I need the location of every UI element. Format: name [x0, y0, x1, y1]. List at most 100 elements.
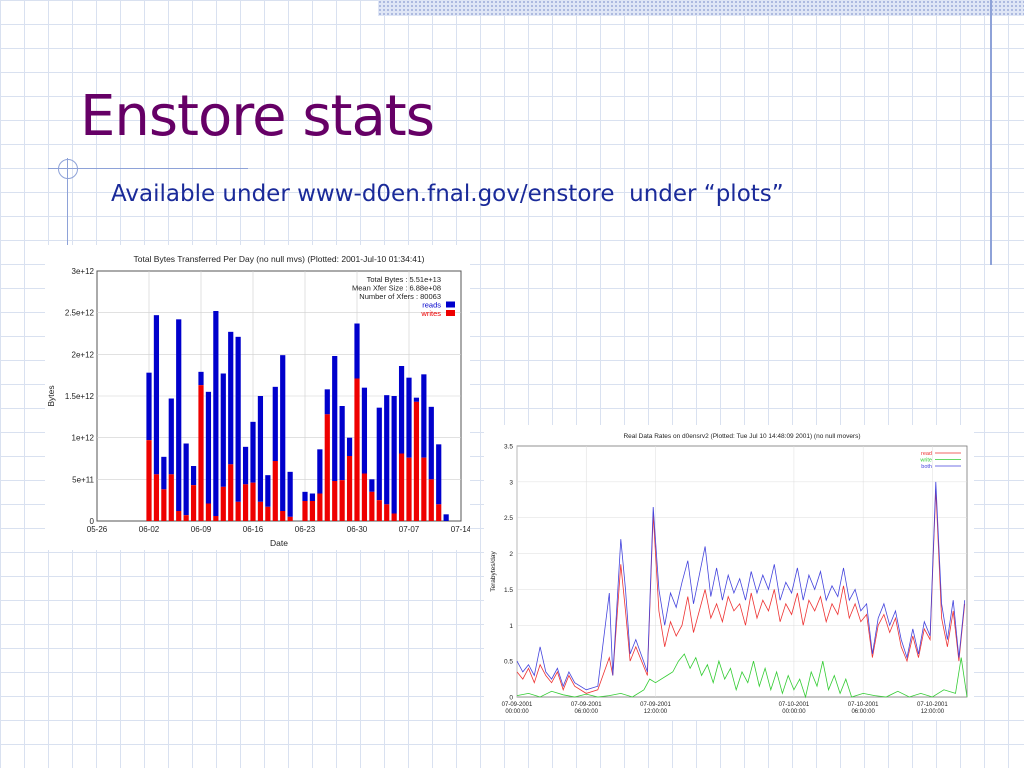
- chart2-legend-label: read: [921, 451, 932, 457]
- top-decorative-band: [378, 0, 1024, 16]
- chart1-bar-writes: [161, 489, 167, 521]
- chart1-bar-writes: [183, 515, 189, 521]
- chart1-x-tick-label: 06-23: [295, 525, 316, 534]
- chart1-x-tick-label: 06-09: [191, 525, 212, 534]
- chart2-x-tick-date: 07-10-2001: [779, 702, 810, 708]
- chart1-legend-label: writes: [420, 309, 441, 318]
- chart1-bar-writes: [153, 474, 160, 521]
- chart1-bar-writes: [428, 479, 434, 521]
- chart1-bar-writes: [198, 385, 204, 521]
- chart1-bar-writes: [220, 486, 226, 521]
- chart1-bar-writes: [339, 480, 345, 521]
- chart1-x-tick-label: 06-30: [347, 525, 368, 534]
- chart2-legend-label: both: [921, 464, 932, 470]
- chart2-x-tick-time: 00:00:00: [505, 709, 529, 715]
- chart1-bar-reads: [421, 374, 427, 458]
- chart1-bar-reads: [391, 396, 397, 514]
- chart1-bar-writes: [168, 474, 174, 521]
- chart1-legend-swatch: [446, 301, 455, 308]
- chart2-x-tick-time: 00:00:00: [782, 709, 806, 715]
- chart1-bar-reads: [436, 444, 442, 505]
- chart1-bar-reads: [332, 356, 338, 481]
- chart2-y-tick-label: 1: [509, 623, 513, 630]
- chart1-bar-reads: [250, 421, 256, 483]
- chart2-y-tick-label: 1.5: [504, 587, 513, 594]
- chart2-x-tick-date: 07-09-2001: [571, 702, 602, 708]
- chart1-stat-line: Mean Xfer Size : 6.88e+08: [352, 284, 441, 293]
- chart1-bar-writes: [346, 456, 353, 521]
- chart1-bar-reads: [168, 398, 174, 475]
- chart1-bar-reads: [413, 397, 420, 402]
- chart2-y-tick-label: 0: [509, 695, 513, 702]
- chart2-y-tick-label: 2: [509, 551, 513, 558]
- chart1-bar-reads: [354, 323, 360, 379]
- chart2-plot-frame: [516, 445, 968, 698]
- chart1-bar-writes: [146, 440, 152, 521]
- chart1-y-tick-label: 0: [90, 517, 95, 526]
- chart1-bar-reads: [406, 377, 412, 458]
- chart1-x-tick-label: 07-07: [399, 525, 420, 534]
- chart1-bar-writes: [369, 491, 375, 521]
- accent-vertical-line: [67, 158, 68, 246]
- slide-subtitle: Available under www-d0en.fnal.gov/enstor…: [111, 181, 784, 207]
- chart2-title: Real Data Rates on d0ensrv2 (Plotted: Tu…: [623, 433, 860, 440]
- chart1-x-tick-label: 05-26: [87, 525, 108, 534]
- crosshair-circle: [58, 159, 78, 179]
- chart1-bar-writes: [324, 414, 330, 521]
- chart1-bar-reads: [369, 479, 375, 492]
- right-accent-line: [990, 0, 992, 265]
- chart1-bar-writes: [205, 503, 212, 521]
- chart1-bar-writes: [176, 511, 182, 521]
- chart1-bar-reads: [376, 407, 382, 501]
- chart1-x-tick-label: 07-14: [451, 525, 470, 534]
- chart1-bar-reads: [190, 466, 197, 486]
- chart1-bar-reads: [280, 355, 286, 511]
- chart2-x-tick-date: 07-10-2001: [848, 702, 879, 708]
- chart1-stat-line: Total Bytes : 5.51e+13: [367, 275, 441, 284]
- chart1-y-axis-label: Bytes: [46, 385, 56, 406]
- chart1-bar-reads: [220, 373, 226, 487]
- chart2-line-both: [516, 481, 966, 691]
- chart1-bar-writes: [242, 484, 249, 521]
- chart1-bar-reads: [235, 336, 241, 502]
- chart1-bar-reads: [183, 443, 189, 516]
- chart1-bar-writes: [302, 501, 308, 521]
- chart1-bar-reads: [346, 437, 353, 456]
- title-underline: [48, 168, 248, 169]
- chart2-x-tick-time: 06:00:00: [575, 709, 599, 715]
- chart1-bar-writes: [287, 516, 293, 521]
- chart1-bar-reads: [428, 406, 434, 480]
- chart1-bar-writes: [398, 453, 405, 521]
- chart1-bar-reads: [361, 387, 368, 474]
- chart1-bar-reads: [324, 389, 330, 415]
- chart1-bar-reads: [205, 391, 212, 504]
- chart1-bar-writes: [332, 481, 338, 521]
- chart1-bar-reads: [198, 371, 204, 386]
- chart1-bar-writes: [280, 511, 286, 521]
- data-rates-svg: Real Data Rates on d0ensrv2 (Plotted: Tu…: [490, 433, 968, 715]
- chart2-y-tick-label: 3: [509, 479, 513, 486]
- chart1-bar-writes: [391, 513, 397, 521]
- chart2-y-axis-label: Terabytes/day: [490, 551, 497, 592]
- chart1-bar-writes: [317, 493, 323, 521]
- chart1-bar-writes: [406, 457, 412, 521]
- chart1-bar-writes: [436, 504, 442, 521]
- chart1-bar-reads: [161, 456, 167, 490]
- chart1-bar-writes: [213, 516, 219, 521]
- chart2-x-tick-date: 07-10-2001: [917, 702, 948, 708]
- chart1-y-tick-label: 2.5e+12: [65, 309, 95, 318]
- chart2-line-write: [516, 653, 968, 699]
- bytes-per-day-chart: Total Bytes Transferred Per Day (no null…: [45, 245, 472, 550]
- chart1-bar-reads: [302, 491, 308, 501]
- chart1-bar-reads: [146, 372, 152, 441]
- chart1-y-tick-label: 5e+11: [72, 475, 94, 484]
- chart1-bar-writes: [361, 473, 368, 521]
- chart1-bar-reads: [213, 311, 219, 516]
- chart1-bar-reads: [257, 396, 264, 502]
- chart2-x-tick-date: 07-09-2001: [502, 702, 533, 708]
- chart1-y-tick-label: 1e+12: [72, 434, 95, 443]
- chart1-x-axis-label: Date: [270, 538, 288, 548]
- chart2-x-tick-time: 12:00:00: [644, 709, 668, 715]
- chart1-bar-writes: [272, 461, 278, 521]
- chart1-bar-writes: [228, 464, 234, 521]
